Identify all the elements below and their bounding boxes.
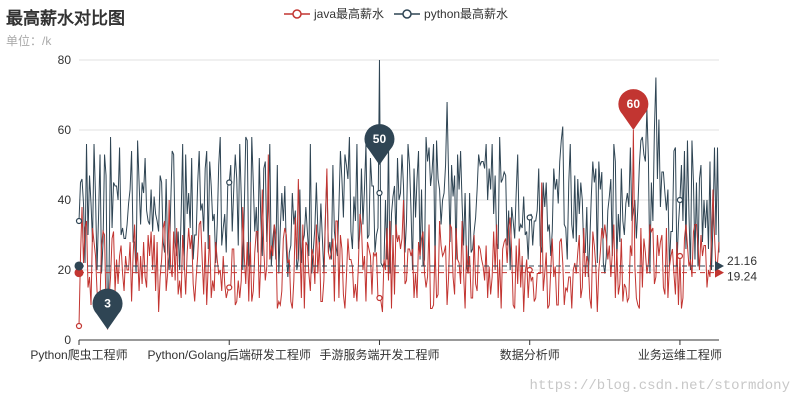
y-tick-label-0: 0 xyxy=(64,333,71,347)
legend-java-icon xyxy=(284,8,310,19)
x-tick-label-1: Python/Golang后端研发工程师 xyxy=(148,347,311,362)
legend: java最高薪水 python最高薪水 xyxy=(284,5,508,22)
pin-2 xyxy=(618,89,649,130)
chart-title: 最高薪水对比图 xyxy=(6,9,125,28)
average-start-python xyxy=(74,261,84,271)
x-tick-label-3: 数据分析师 xyxy=(500,347,560,362)
chart-subtitle: 单位：/k xyxy=(6,34,52,48)
pin-label-1: 50 xyxy=(373,132,387,146)
average-arrow-python xyxy=(715,260,724,271)
point-java-2 xyxy=(376,294,383,302)
point-java-4 xyxy=(676,252,684,260)
x-tick-label-4: 业务运维工程师 xyxy=(638,347,722,362)
y-tick-label-60: 60 xyxy=(58,123,72,137)
point-python-0 xyxy=(75,217,83,225)
point-python-1 xyxy=(226,179,233,186)
point-python-3 xyxy=(526,214,533,221)
point-python-2 xyxy=(376,189,383,197)
legend-item-java[interactable]: java最高薪水 xyxy=(284,5,384,22)
legend-python-icon xyxy=(394,8,421,19)
average-label-java: 19.24 xyxy=(727,270,757,284)
point-java-0 xyxy=(75,322,83,330)
legend-item-python[interactable]: python最高薪水 xyxy=(394,5,508,22)
average-arrow-java xyxy=(715,267,724,278)
pin-0 xyxy=(92,288,123,330)
average-label-python: 21.16 xyxy=(727,254,757,268)
point-python-4 xyxy=(676,196,684,204)
series-line-java xyxy=(78,129,720,330)
pin-label-0: 3 xyxy=(104,297,111,311)
watermark: https://blog.csdn.net/stormdony xyxy=(529,378,790,394)
y-tick-label-40: 40 xyxy=(58,193,72,207)
average-lines: 19.24 21.16 xyxy=(74,254,757,284)
legend-python-label: python最高薪水 xyxy=(424,7,509,21)
pin-label-2: 60 xyxy=(627,97,641,111)
pin-1 xyxy=(364,124,395,165)
x-tick-label-0: Python爬虫工程师 xyxy=(30,347,127,362)
legend-java-label: java最高薪水 xyxy=(314,7,385,21)
grid-layer: 0 20 40 60 80 Python爬虫工程师 Python/Golang后端研发工程师… xyxy=(30,53,722,362)
x-tick-label-2: 手游服务端开发工程师 xyxy=(319,347,439,362)
y-tick-label-80: 80 xyxy=(58,53,72,67)
point-java-3 xyxy=(526,266,533,274)
point-java-1 xyxy=(226,284,233,291)
pin-layer: 3 50 60 xyxy=(92,89,649,330)
series-layer xyxy=(78,59,720,330)
y-tick-label-20: 20 xyxy=(58,263,72,277)
average-start-java xyxy=(74,268,84,278)
marker-layer xyxy=(75,179,684,330)
